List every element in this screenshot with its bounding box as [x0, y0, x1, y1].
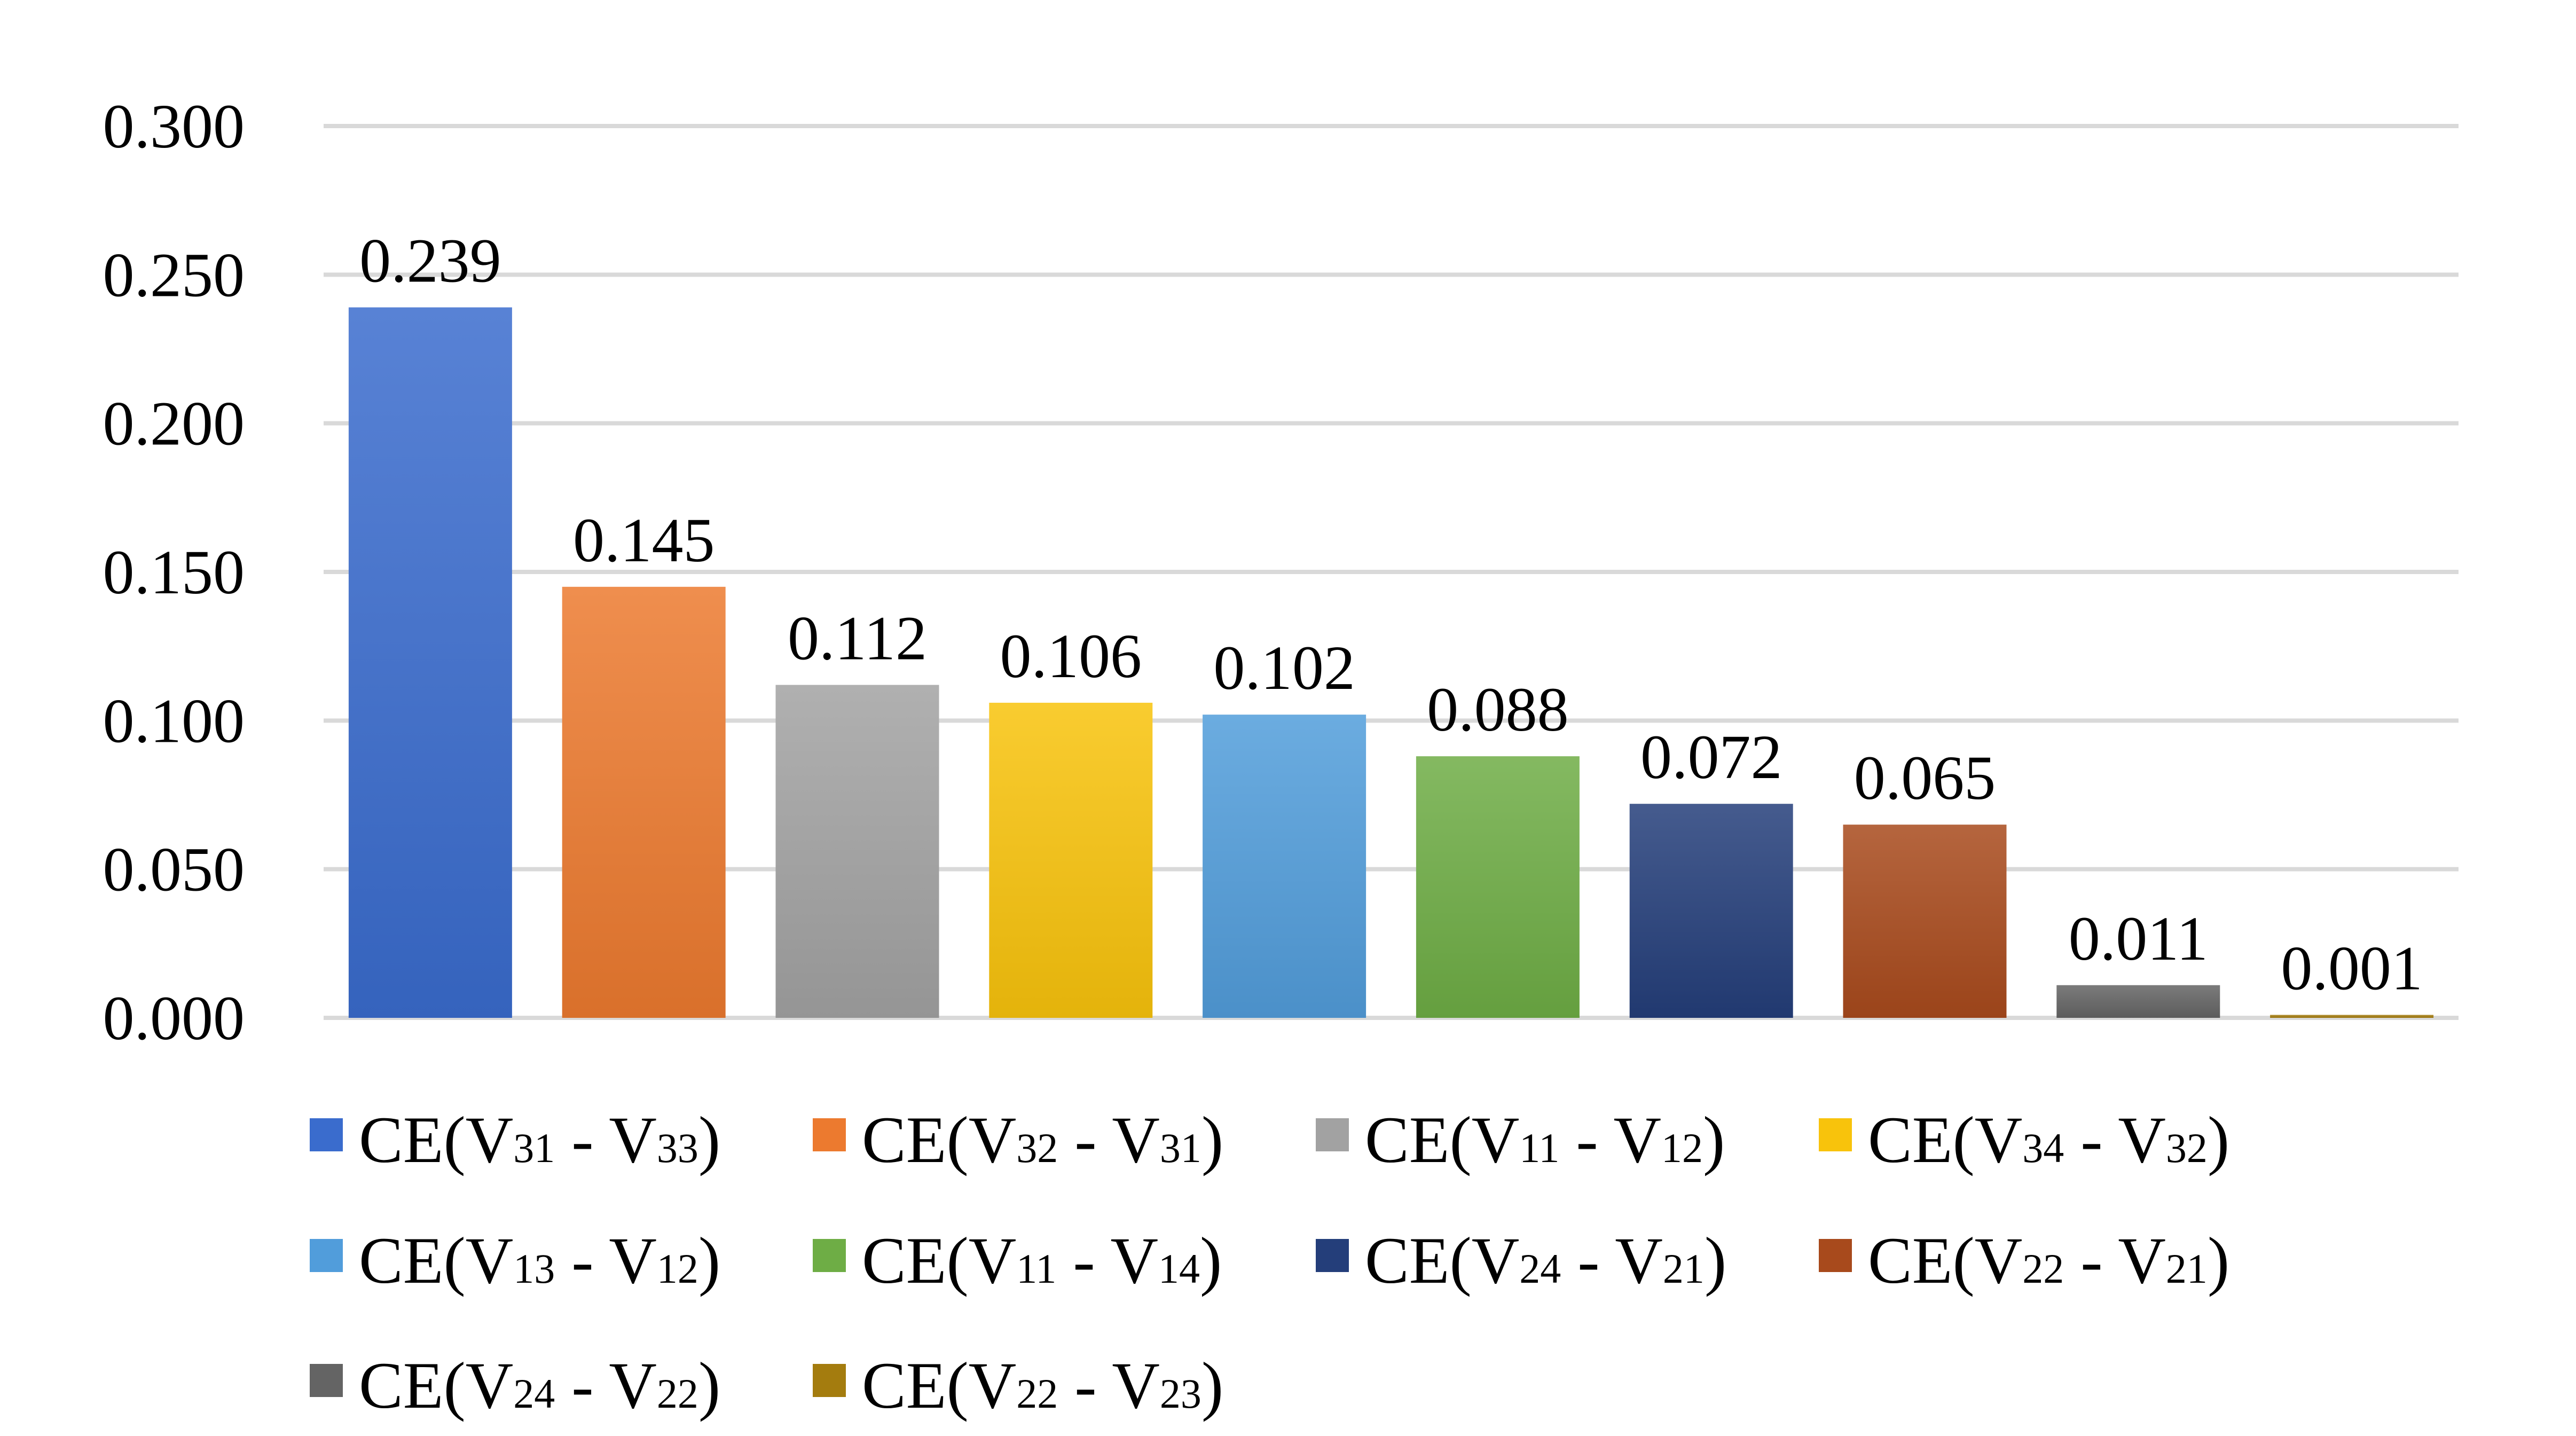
bar	[1843, 825, 2007, 1018]
bar	[348, 307, 512, 1018]
legend-label: CE(V34 - V32)	[1868, 1103, 2229, 1176]
data-label: 0.001	[2281, 933, 2423, 1003]
data-label: 0.102	[1213, 633, 1355, 703]
data-labels: 0.239 0.145 0.112 0.106 0.102 0.088 0.072 0.065…	[359, 226, 2423, 1003]
legend-item: CE(V24 - V21)	[1316, 1224, 1726, 1297]
data-label: 0.011	[2069, 904, 2208, 974]
legend-label: CE(V24 - V21)	[1365, 1224, 1726, 1297]
y-axis-ticks: 0.000 0.050 0.100 0.150 0.200 0.250 0.300	[103, 91, 245, 1053]
legend-item: CE(V22 - V23)	[813, 1349, 1223, 1422]
legend-item: CE(V32 - V31)	[813, 1103, 1223, 1176]
legend-label: CE(V11 - V12)	[1365, 1103, 1725, 1176]
data-label: 0.065	[1854, 743, 1996, 813]
legend-swatch	[813, 1239, 846, 1272]
legend-swatch	[310, 1118, 343, 1151]
legend-swatch	[813, 1364, 846, 1397]
bar	[1416, 756, 1580, 1018]
legend-item: CE(V11 - V14)	[813, 1224, 1222, 1297]
legend-swatch	[1316, 1239, 1349, 1272]
legend-item: CE(V24 - V22)	[310, 1349, 720, 1422]
legend-label: CE(V32 - V31)	[862, 1103, 1223, 1176]
legend-label: CE(V31 - V33)	[359, 1103, 720, 1176]
y-tick-label: 0.100	[103, 686, 245, 756]
legend-item: CE(V34 - V32)	[1819, 1103, 2229, 1176]
legend-label: CE(V13 - V12)	[359, 1224, 720, 1297]
data-label: 0.088	[1427, 674, 1569, 744]
legend-swatch	[1819, 1239, 1852, 1272]
y-tick-label: 0.300	[103, 91, 245, 161]
legend-item: CE(V11 - V12)	[1316, 1103, 1725, 1176]
bar	[1203, 715, 1366, 1018]
data-label: 0.145	[573, 505, 715, 575]
legend-swatch	[1316, 1118, 1349, 1151]
y-tick-label: 0.150	[103, 537, 245, 607]
legend-item: CE(V13 - V12)	[310, 1224, 720, 1297]
y-tick-label: 0.000	[103, 983, 245, 1053]
y-tick-label: 0.250	[103, 240, 245, 310]
legend-label: CE(V24 - V22)	[359, 1349, 720, 1422]
bar	[775, 685, 939, 1018]
bar	[989, 702, 1153, 1018]
legend-swatch	[813, 1118, 846, 1151]
data-label: 0.106	[1000, 621, 1142, 691]
bar	[2270, 1015, 2434, 1018]
bar	[1629, 804, 1793, 1018]
y-tick-label: 0.200	[103, 389, 245, 459]
data-label: 0.072	[1640, 722, 1782, 792]
legend-item: CE(V31 - V33)	[310, 1103, 720, 1176]
y-tick-label: 0.050	[103, 835, 245, 905]
legend: CE(V31 - V33) CE(V32 - V31) CE(V11 - V12) C…	[310, 1103, 2229, 1422]
legend-swatch	[310, 1364, 343, 1397]
data-label: 0.112	[788, 603, 927, 673]
legend-item: CE(V22 - V21)	[1819, 1224, 2229, 1297]
legend-label: CE(V11 - V14)	[862, 1224, 1222, 1297]
legend-swatch	[310, 1239, 343, 1272]
bars	[348, 307, 2434, 1018]
legend-label: CE(V22 - V21)	[1868, 1224, 2229, 1297]
data-label: 0.239	[359, 226, 501, 296]
legend-swatch	[1819, 1118, 1852, 1151]
bar	[2056, 985, 2220, 1018]
legend-label: CE(V22 - V23)	[862, 1349, 1223, 1422]
bar	[562, 586, 726, 1018]
